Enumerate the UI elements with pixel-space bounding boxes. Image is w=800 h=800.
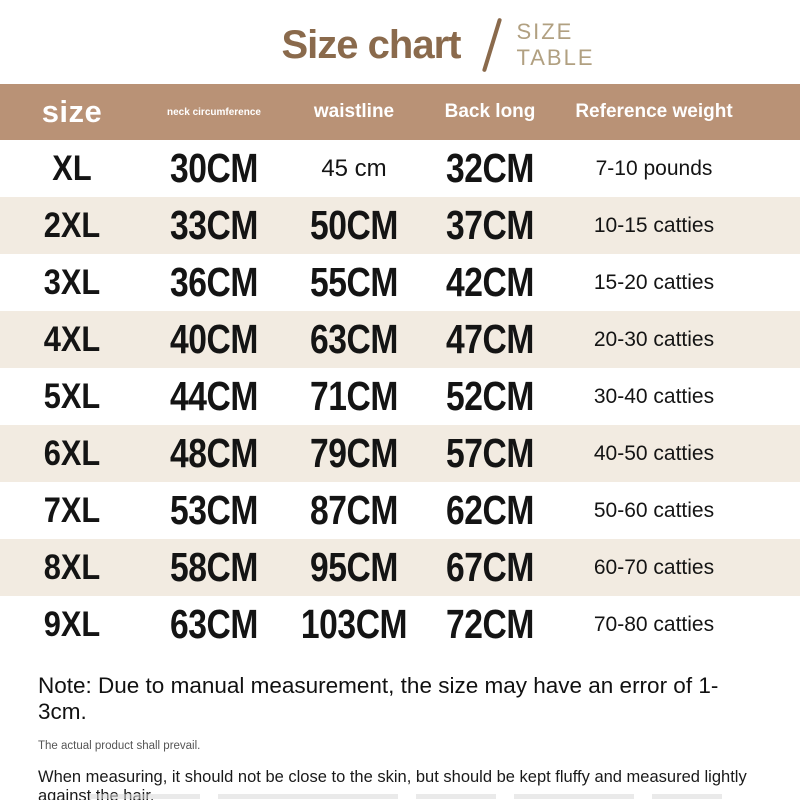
cell-back-long: 62CM (445, 487, 535, 533)
cell-size: 4XL (43, 319, 101, 359)
cell-back-long: 37CM (445, 202, 535, 248)
cell-size: 5XL (43, 376, 101, 416)
cell-back-long: 52CM (445, 373, 535, 419)
cell-neck-circumference: 63CM (169, 601, 259, 647)
cell-size: XL (52, 148, 92, 188)
cell-waistline: 79CM (309, 430, 399, 476)
cell-waistline: 87CM (309, 487, 399, 533)
cell-reference-weight: 7-10 pounds (595, 156, 713, 180)
cell-reference-weight: 15-20 catties (593, 270, 715, 294)
cell-neck-circumference: 48CM (169, 430, 259, 476)
cell-size: 2XL (43, 205, 101, 245)
table-row: 8XL 58CM 95CM 67CM 60-70 catties (0, 539, 800, 596)
size-table-header: size neck circumference waistline Back l… (0, 84, 800, 140)
header-back-long: Back long (444, 101, 536, 122)
cell-reference-weight: 40-50 catties (593, 441, 715, 465)
table-row: XL 30CM 45 cm 32CM 7-10 pounds (0, 140, 800, 197)
cell-neck-circumference: 44CM (169, 373, 259, 419)
cell-waistline: 55CM (309, 259, 399, 305)
size-table: size neck circumference waistline Back l… (0, 84, 800, 653)
cell-back-long: 47CM (445, 316, 535, 362)
cell-neck-circumference: 40CM (169, 316, 259, 362)
cell-back-long: 72CM (445, 601, 535, 647)
cell-reference-weight: 60-70 catties (593, 555, 715, 579)
size-table-body: XL 30CM 45 cm 32CM 7-10 pounds 2XL 33CM … (0, 140, 800, 653)
header-reference-weight: Reference weight (575, 101, 733, 122)
cell-size: 3XL (43, 262, 101, 302)
table-row: 7XL 53CM 87CM 62CM 50-60 catties (0, 482, 800, 539)
note-measurement-error: Note: Due to manual measurement, the siz… (38, 673, 719, 724)
cell-waistline: 45 cm (321, 154, 387, 182)
cropped-text-artifact (90, 794, 730, 799)
table-row: 6XL 48CM 79CM 57CM 40-50 catties (0, 425, 800, 482)
footnotes: Note: Due to manual measurement, the siz… (0, 653, 800, 800)
cell-size: 9XL (43, 604, 101, 644)
cell-back-long: 67CM (445, 544, 535, 590)
header-neck-circumference: neck circumference (167, 106, 261, 118)
cell-waistline: 71CM (309, 373, 399, 419)
note-actual-product: The actual product shall prevail. (38, 740, 201, 752)
cell-waistline: 63CM (309, 316, 399, 362)
table-row: 9XL 63CM 103CM 72CM 70-80 catties (0, 596, 800, 653)
cell-reference-weight: 20-30 catties (593, 327, 715, 351)
slash-divider-icon (482, 17, 503, 73)
cell-reference-weight: 30-40 catties (593, 384, 715, 408)
cell-neck-circumference: 33CM (169, 202, 259, 248)
page-header: Size chart SIZE TABLE (38, 0, 800, 84)
header-waistline: waistline (313, 101, 395, 122)
subtitle-line1: SIZE (516, 19, 574, 45)
page-title: Size chart (281, 22, 461, 67)
cell-back-long: 42CM (445, 259, 535, 305)
cell-waistline: 50CM (309, 202, 399, 248)
cell-neck-circumference: 30CM (169, 145, 259, 191)
cell-neck-circumference: 36CM (169, 259, 259, 305)
cell-reference-weight: 50-60 catties (593, 498, 715, 522)
cell-size: 6XL (43, 433, 101, 473)
cell-back-long: 57CM (445, 430, 535, 476)
cell-neck-circumference: 58CM (169, 544, 259, 590)
cell-waistline: 95CM (309, 544, 399, 590)
cell-neck-circumference: 53CM (169, 487, 259, 533)
cell-size: 8XL (43, 547, 101, 587)
table-row: 2XL 33CM 50CM 37CM 10-15 catties (0, 197, 800, 254)
cell-waistline: 103CM (300, 601, 408, 647)
cell-reference-weight: 70-80 catties (593, 612, 715, 636)
cell-size: 7XL (43, 490, 101, 530)
table-row: 3XL 36CM 55CM 42CM 15-20 catties (0, 254, 800, 311)
table-row: 4XL 40CM 63CM 47CM 20-30 catties (0, 311, 800, 368)
subtitle-line2: TABLE (516, 45, 595, 70)
cell-reference-weight: 10-15 catties (593, 213, 715, 237)
header-size: size (41, 94, 103, 129)
page-subtitle: SIZE TABLE (516, 19, 594, 71)
cell-back-long: 32CM (445, 145, 535, 191)
table-row: 5XL 44CM 71CM 52CM 30-40 catties (0, 368, 800, 425)
